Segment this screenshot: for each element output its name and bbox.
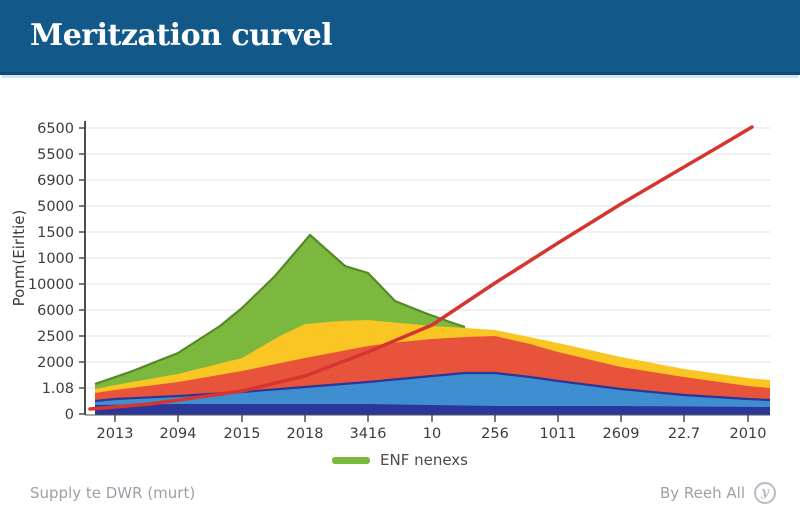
y-axis-title: Ponm(Eirltie) [10,210,28,307]
area-blue-edge [94,371,771,403]
header-bar: Meritzation curvel [0,0,800,75]
y-tick-label: 6500 [37,121,74,137]
area-green-edge [94,233,466,386]
y-tick-label: 1.08 [42,381,74,397]
area-navy [95,404,770,415]
chart-legend: ENF nenexs [0,449,800,471]
page-title: Meritzation curvel [30,18,333,53]
badge-glyph: y [761,485,769,500]
footer-right: By Reeh All y [659,481,776,504]
x-tick-label: 3416 [350,426,387,442]
y-tick-label: 1500 [37,225,74,241]
chart-canvas: Ponm(Eirltie) 6500 5500 6900 5000 1500 1000 10… [10,121,771,442]
x-tick-label: 2013 [97,426,134,442]
y-tick-label: 10000 [28,277,74,293]
x-tick-label: 10 [423,426,441,442]
y-tick-label: 6900 [37,173,74,189]
footer-bar: Supply te DWR (murt) By Reeh All y [0,477,800,512]
y-tick-label: 5500 [37,147,74,163]
y-tick-label: 5000 [37,199,74,215]
y-tick-label: 1000 [37,251,74,267]
trend-line [88,125,754,411]
x-tick-label: 256 [481,426,509,442]
legend-swatch [332,456,370,464]
x-tick-label: 2094 [160,426,197,442]
x-tick-label: 1011 [540,426,577,442]
x-tick-label: 22.7 [668,426,700,442]
legend-label: ENF nenexs [380,451,468,469]
y-tick-label: 2000 [37,355,74,371]
y-tick-label: 6000 [37,303,74,319]
y-tick-label: 2500 [37,329,74,345]
x-tick-label: 2018 [287,426,324,442]
x-tick-label: 2609 [603,426,640,442]
badge-icon: y [754,481,776,504]
x-tick-label: 2015 [224,426,261,442]
footer-right-text: By Reeh All [659,483,745,502]
x-tick-label: 2010 [730,426,767,442]
y-tick-label: 0 [65,407,74,423]
footer-left-text: Supply te DWR (murt) [30,483,196,502]
